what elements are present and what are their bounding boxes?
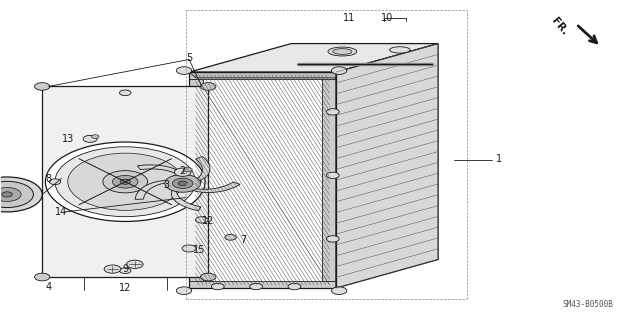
Polygon shape — [189, 72, 343, 78]
Polygon shape — [189, 281, 336, 288]
Polygon shape — [189, 44, 438, 72]
Polygon shape — [172, 189, 201, 211]
Circle shape — [186, 236, 198, 242]
Circle shape — [332, 287, 347, 294]
Polygon shape — [138, 165, 184, 176]
Circle shape — [120, 179, 131, 184]
Circle shape — [0, 188, 21, 201]
Text: 7: 7 — [240, 235, 246, 246]
Ellipse shape — [390, 47, 410, 53]
Text: 4: 4 — [45, 282, 52, 292]
Circle shape — [189, 179, 201, 185]
Circle shape — [178, 181, 187, 186]
Polygon shape — [189, 72, 336, 79]
Circle shape — [174, 168, 191, 176]
Circle shape — [165, 174, 200, 192]
Text: 12: 12 — [119, 283, 131, 293]
Text: 15: 15 — [193, 245, 205, 255]
Circle shape — [173, 178, 193, 189]
Text: 14: 14 — [55, 207, 67, 217]
Circle shape — [35, 273, 50, 281]
Circle shape — [200, 83, 216, 90]
Polygon shape — [42, 86, 208, 277]
Text: 10: 10 — [381, 13, 393, 23]
Circle shape — [92, 135, 99, 138]
Circle shape — [176, 67, 191, 74]
Circle shape — [195, 217, 208, 223]
Circle shape — [127, 260, 143, 269]
Text: 2: 2 — [180, 166, 186, 176]
Circle shape — [120, 90, 131, 96]
Text: SM43-B0500B: SM43-B0500B — [563, 300, 614, 309]
Circle shape — [184, 139, 200, 148]
Circle shape — [49, 179, 61, 185]
Polygon shape — [191, 182, 240, 193]
Circle shape — [200, 273, 216, 281]
Circle shape — [103, 171, 148, 193]
Circle shape — [45, 142, 205, 221]
Circle shape — [186, 204, 198, 210]
Text: 11: 11 — [342, 13, 355, 23]
Circle shape — [104, 265, 121, 273]
Ellipse shape — [333, 49, 352, 54]
Circle shape — [182, 245, 196, 252]
Circle shape — [288, 283, 301, 290]
Polygon shape — [322, 72, 336, 288]
Text: 8: 8 — [45, 174, 52, 183]
Circle shape — [113, 175, 138, 188]
Circle shape — [186, 156, 198, 163]
Circle shape — [68, 153, 182, 210]
Text: 13: 13 — [61, 134, 74, 144]
Circle shape — [176, 287, 191, 294]
Polygon shape — [336, 44, 438, 288]
Polygon shape — [195, 156, 210, 181]
Circle shape — [225, 234, 236, 240]
Circle shape — [35, 83, 50, 90]
Text: 3: 3 — [164, 180, 170, 190]
Circle shape — [120, 268, 131, 273]
Circle shape — [326, 236, 339, 242]
Circle shape — [0, 181, 33, 208]
Circle shape — [2, 192, 12, 197]
Text: 5: 5 — [186, 53, 192, 63]
Polygon shape — [135, 181, 168, 199]
Circle shape — [250, 283, 262, 290]
Polygon shape — [189, 72, 203, 288]
Circle shape — [183, 167, 192, 172]
Text: 1: 1 — [496, 154, 502, 165]
Circle shape — [0, 177, 42, 212]
Circle shape — [184, 194, 200, 202]
Circle shape — [326, 172, 339, 179]
Circle shape — [211, 283, 224, 290]
Text: 9: 9 — [122, 264, 128, 274]
Text: FR.: FR. — [549, 15, 570, 37]
Ellipse shape — [328, 47, 356, 56]
Circle shape — [332, 67, 347, 74]
Circle shape — [55, 147, 195, 217]
Circle shape — [83, 135, 97, 142]
Text: 12: 12 — [202, 216, 214, 226]
Circle shape — [326, 109, 339, 115]
Circle shape — [186, 109, 198, 115]
